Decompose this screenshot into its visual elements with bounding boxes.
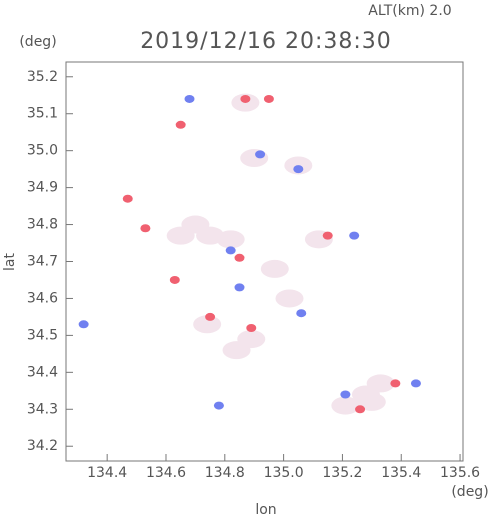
y-tick-label: 34.6 (27, 290, 58, 306)
echo-point (213, 401, 224, 410)
y-tick-label: 34.4 (27, 364, 58, 380)
x-tick-label: 135.6 (440, 465, 480, 481)
y-tick-label: 34.5 (27, 327, 58, 343)
echo-point (349, 231, 360, 240)
y-tick-label: 34.8 (27, 217, 58, 233)
echo-point (222, 341, 251, 360)
echo-point (225, 246, 236, 255)
y-tick-label: 34.7 (27, 254, 58, 270)
echo-point (390, 379, 401, 388)
echo-point (293, 165, 304, 174)
y-tick-label: 35.0 (27, 143, 58, 159)
x-tick-label: 134.8 (205, 465, 245, 481)
y-axis-label: lat (2, 253, 18, 271)
plot-frame (65, 61, 464, 462)
echo-point (366, 374, 395, 393)
echo-point (205, 312, 216, 321)
echo-point (234, 283, 245, 292)
x-tick-label: 135.4 (381, 465, 421, 481)
echo-point (357, 392, 386, 411)
x-unit: (deg) (451, 484, 488, 500)
echo-point (169, 275, 180, 284)
echo-point (331, 396, 360, 415)
x-tick-label: 134.4 (87, 465, 127, 481)
y-tick-label: 34.9 (27, 180, 58, 196)
x-tick-label: 135.2 (322, 465, 362, 481)
echo-point (246, 324, 257, 332)
y-unit: (deg) (19, 34, 56, 50)
y-tick-label: 35.1 (27, 106, 58, 122)
echo-point (296, 309, 307, 318)
y-tick-label: 34.2 (27, 438, 58, 454)
echo-point (260, 259, 289, 278)
echo-point (275, 289, 304, 308)
y-tick-label: 35.2 (27, 69, 58, 85)
echo-point (322, 231, 333, 240)
echo-point (181, 215, 210, 234)
echo-point (122, 194, 133, 203)
x-axis-label: lon (255, 502, 276, 518)
echo-point (78, 320, 89, 329)
echo-point (263, 94, 274, 103)
echo-point (193, 315, 222, 334)
y-tick-label: 34.3 (27, 401, 58, 417)
plot-area (78, 93, 421, 415)
echo-point (216, 230, 245, 249)
echo-point (240, 149, 269, 168)
chart-title: 2019/12/16 20:38:30 (140, 29, 392, 54)
echo-point (140, 224, 151, 233)
echo-point (240, 94, 251, 103)
echo-point (355, 405, 366, 414)
echo-point (255, 150, 266, 159)
x-tick-label: 135.0 (264, 465, 304, 481)
echo-point (340, 390, 351, 399)
echo-point (410, 379, 421, 388)
chart-subtitle: ALT(km) 2.0 (368, 3, 451, 19)
echo-point (175, 120, 186, 129)
echo-point (234, 253, 245, 262)
echo-point (184, 94, 195, 103)
x-tick-label: 134.6 (146, 465, 186, 481)
